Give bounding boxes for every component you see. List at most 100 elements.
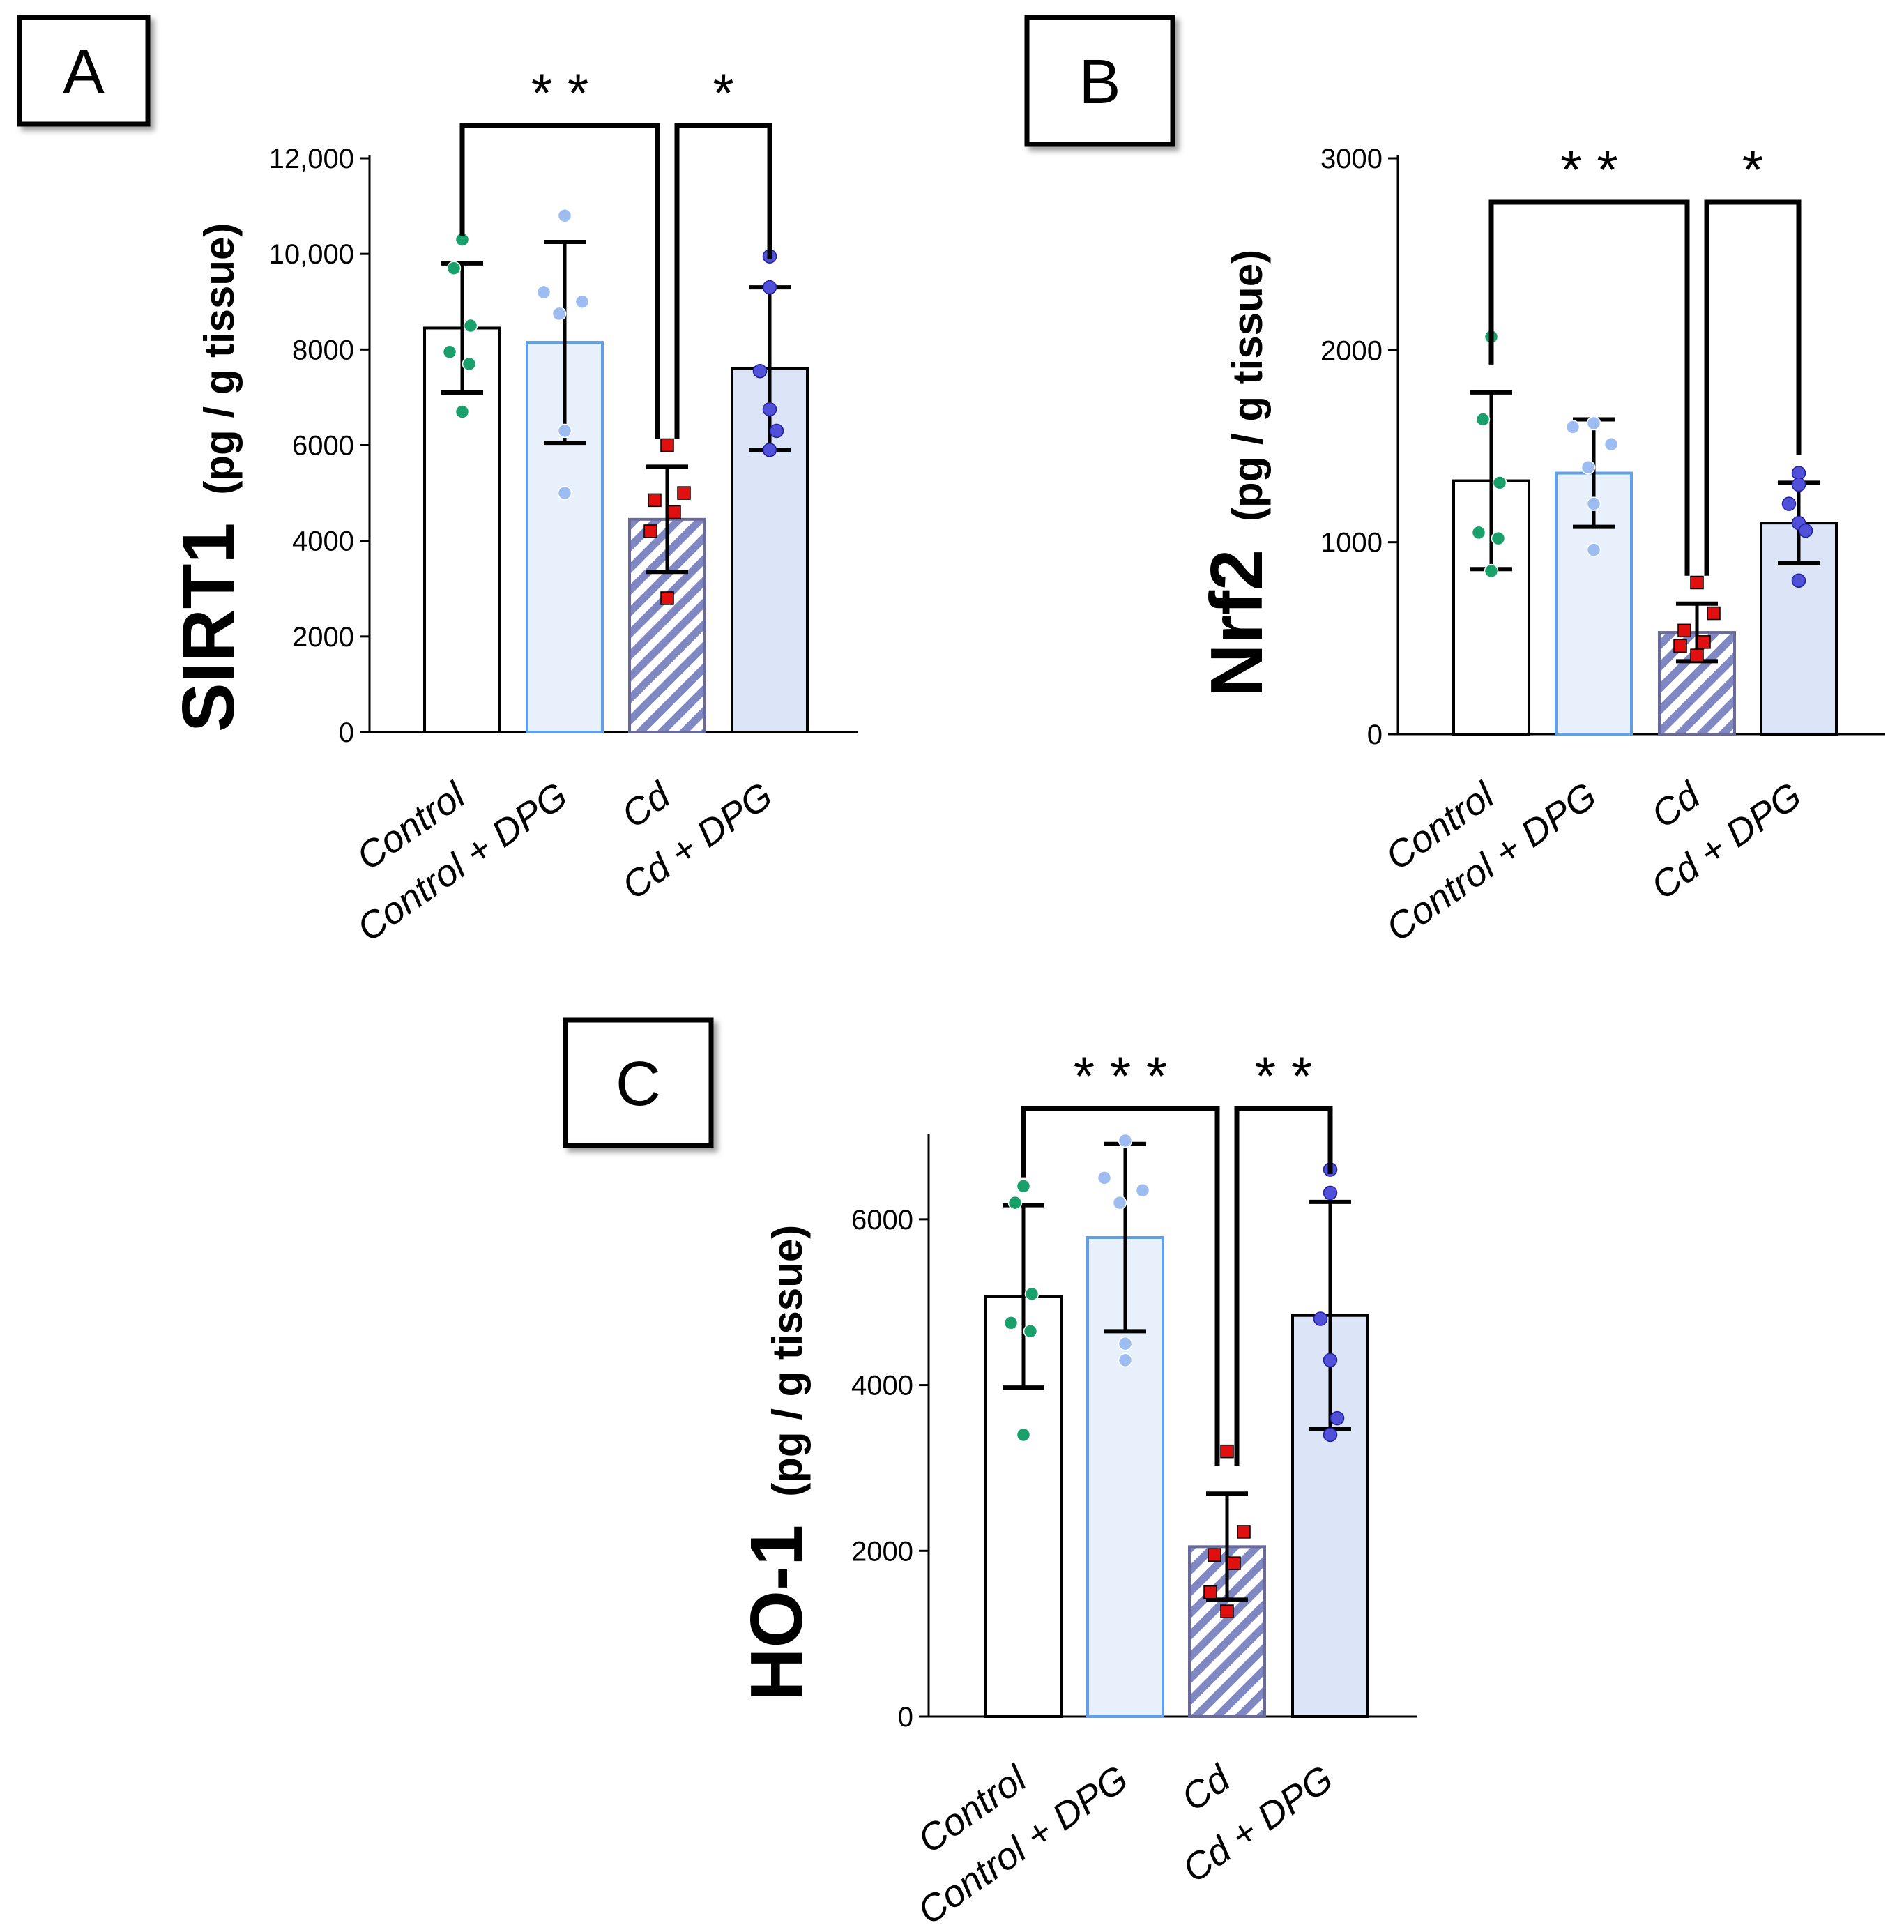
data-point: [551, 306, 567, 321]
data-point: [1220, 1444, 1234, 1459]
data-point: [557, 485, 572, 501]
y-axis-label-main: SIRT1: [167, 523, 250, 732]
y-axis-label-unit: (pg / g tissue): [1224, 250, 1271, 522]
x-category-label: Cd: [1644, 774, 1709, 837]
data-point: [1484, 563, 1499, 579]
data-point: [1118, 1353, 1133, 1368]
y-axis-label: HO-1 (pg / g tissue): [736, 1225, 818, 1701]
data-point: [1024, 1286, 1039, 1302]
x-category-label: Cd: [614, 774, 679, 837]
significance-bracket: [674, 123, 772, 439]
data-point: [660, 591, 674, 605]
data-point: [1791, 573, 1806, 588]
data-point: [1007, 1195, 1023, 1210]
data-point: [1323, 1427, 1338, 1443]
data-point: [1323, 1353, 1338, 1368]
significance-bracket: [1488, 199, 1690, 576]
data-point: [1586, 542, 1601, 557]
data-point: [1313, 1311, 1328, 1326]
data-point: [1604, 436, 1619, 452]
data-point: [557, 208, 572, 223]
significance-bracket: [1021, 1106, 1220, 1466]
y-axis-label: SIRT1 (pg / g tissue): [167, 223, 250, 732]
y-axis-label-unit: (pg / g tissue): [764, 1225, 811, 1497]
data-point: [1220, 1604, 1234, 1618]
bar-1: [423, 326, 501, 733]
data-point: [762, 443, 777, 457]
y-tick-label: 2000: [851, 1536, 913, 1567]
data-point: [463, 318, 478, 333]
y-tick-label: 8000: [292, 335, 354, 365]
data-point: [660, 438, 674, 452]
bar-4: [1291, 1314, 1369, 1718]
y-tick-label: 6000: [292, 431, 354, 462]
y-axis-label-main: Nrf2: [1196, 549, 1278, 697]
y-tick-label: 6000: [851, 1205, 913, 1235]
data-point: [677, 486, 691, 500]
data-point: [1118, 1336, 1133, 1351]
data-point: [1697, 635, 1711, 649]
data-point: [762, 402, 777, 417]
data-point: [643, 524, 657, 538]
data-point: [1677, 623, 1691, 638]
data-point: [1690, 575, 1704, 590]
data-point: [1323, 1185, 1338, 1201]
y-tick-label: 12,000: [269, 144, 354, 174]
y-tick-label: 2000: [1320, 335, 1383, 366]
data-point: [574, 294, 590, 309]
data-point: [1673, 639, 1687, 653]
data-point: [1023, 1324, 1038, 1339]
data-point: [1707, 606, 1721, 621]
data-point: [1330, 1410, 1345, 1426]
y-tick-label: 0: [898, 1702, 913, 1733]
y-tick-label: 3000: [1320, 144, 1383, 174]
panel-label-box: [1024, 15, 1175, 147]
data-point: [1565, 420, 1581, 434]
data-point: [1118, 1133, 1133, 1148]
y-tick-label: 2000: [292, 622, 354, 653]
y-axis-label: Nrf2 (pg / g tissue): [1196, 250, 1278, 697]
y-axis-label-unit: (pg / g tissue): [196, 223, 243, 495]
data-point: [1112, 1195, 1127, 1210]
data-point: [1586, 496, 1601, 511]
significance-label: *: [713, 62, 733, 123]
significance-label: *: [1742, 139, 1763, 200]
panel-label: B: [1079, 47, 1120, 117]
data-point: [1690, 648, 1704, 662]
data-point: [667, 505, 681, 519]
data-point: [1135, 1183, 1150, 1198]
data-point: [1781, 496, 1797, 511]
data-point: [752, 363, 768, 379]
data-point: [1227, 1556, 1241, 1570]
data-point: [1097, 1171, 1112, 1185]
data-point: [1491, 531, 1506, 546]
y-tick-label: 0: [1367, 720, 1383, 750]
data-point: [1003, 1316, 1019, 1330]
data-point: [557, 423, 572, 439]
significance-label: * * *: [1074, 1045, 1167, 1106]
data-point: [1203, 1585, 1217, 1599]
panel-label-box: [17, 15, 151, 127]
data-point: [1016, 1427, 1031, 1443]
significance-bracket: [459, 123, 660, 439]
y-axis-label-main: HO-1: [736, 1525, 818, 1701]
significance-bracket: [1704, 199, 1802, 576]
data-point: [455, 404, 470, 419]
significance-label: * *: [1255, 1045, 1312, 1106]
panel-label: C: [616, 1049, 661, 1119]
data-point: [1475, 412, 1491, 427]
y-tick-label: 10,000: [269, 239, 354, 270]
data-point: [1586, 416, 1601, 431]
y-tick-label: 4000: [851, 1371, 913, 1401]
y-tick-label: 0: [339, 717, 354, 748]
significance-bracket: [1234, 1106, 1333, 1466]
x-category-label: Cd: [1174, 1757, 1239, 1820]
data-point: [442, 344, 457, 360]
panel-label-box: [563, 1017, 714, 1148]
data-point: [446, 261, 462, 275]
data-point: [1237, 1525, 1251, 1539]
data-point: [1791, 477, 1806, 492]
